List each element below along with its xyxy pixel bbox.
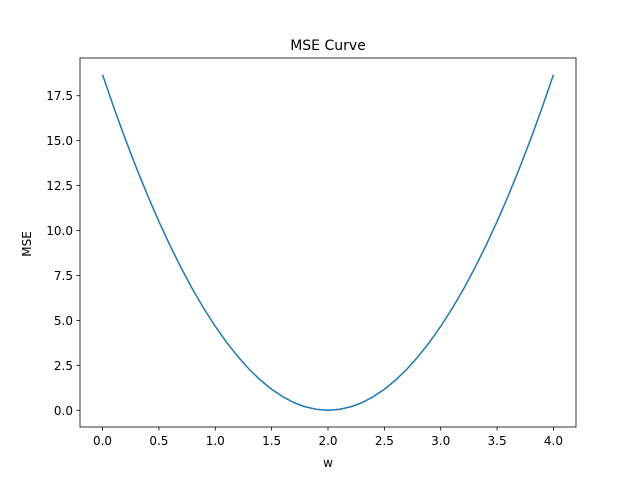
y-tick-label-5: 12.5 xyxy=(46,179,73,193)
x-tick-label-8: 4.0 xyxy=(544,434,563,448)
x-tick-label-7: 3.5 xyxy=(488,434,507,448)
y-tick-label-3: 7.5 xyxy=(54,269,73,283)
y-tick-label-1: 2.5 xyxy=(54,359,73,373)
x-tick-label-0: 0.0 xyxy=(93,434,112,448)
x-tick-label-4: 2.0 xyxy=(318,434,337,448)
x-tick-label-1: 0.5 xyxy=(149,434,168,448)
chart-title: MSE Curve xyxy=(290,38,366,54)
x-tick-label-2: 1.0 xyxy=(206,434,225,448)
y-tick-label-0: 0.0 xyxy=(54,404,73,418)
x-axis-label: w xyxy=(323,456,333,470)
y-tick-label-2: 5.0 xyxy=(54,314,73,328)
y-axis-label: MSE xyxy=(20,231,34,257)
x-tick-label-5: 2.5 xyxy=(375,434,394,448)
x-tick-label-3: 1.5 xyxy=(262,434,281,448)
x-tick-label-6: 3.0 xyxy=(431,434,450,448)
plot-area: 0.0 0.5 1.0 1.5 2.0 2.5 3.0 3.5 4.0 0.0 2.5 5.0 7.5 1… xyxy=(46,57,577,448)
y-tick-label-7: 17.5 xyxy=(46,89,73,103)
y-tick-label-6: 15.0 xyxy=(46,134,73,148)
y-tick-label-4: 10.0 xyxy=(46,224,73,238)
series-line-0 xyxy=(101,74,555,412)
